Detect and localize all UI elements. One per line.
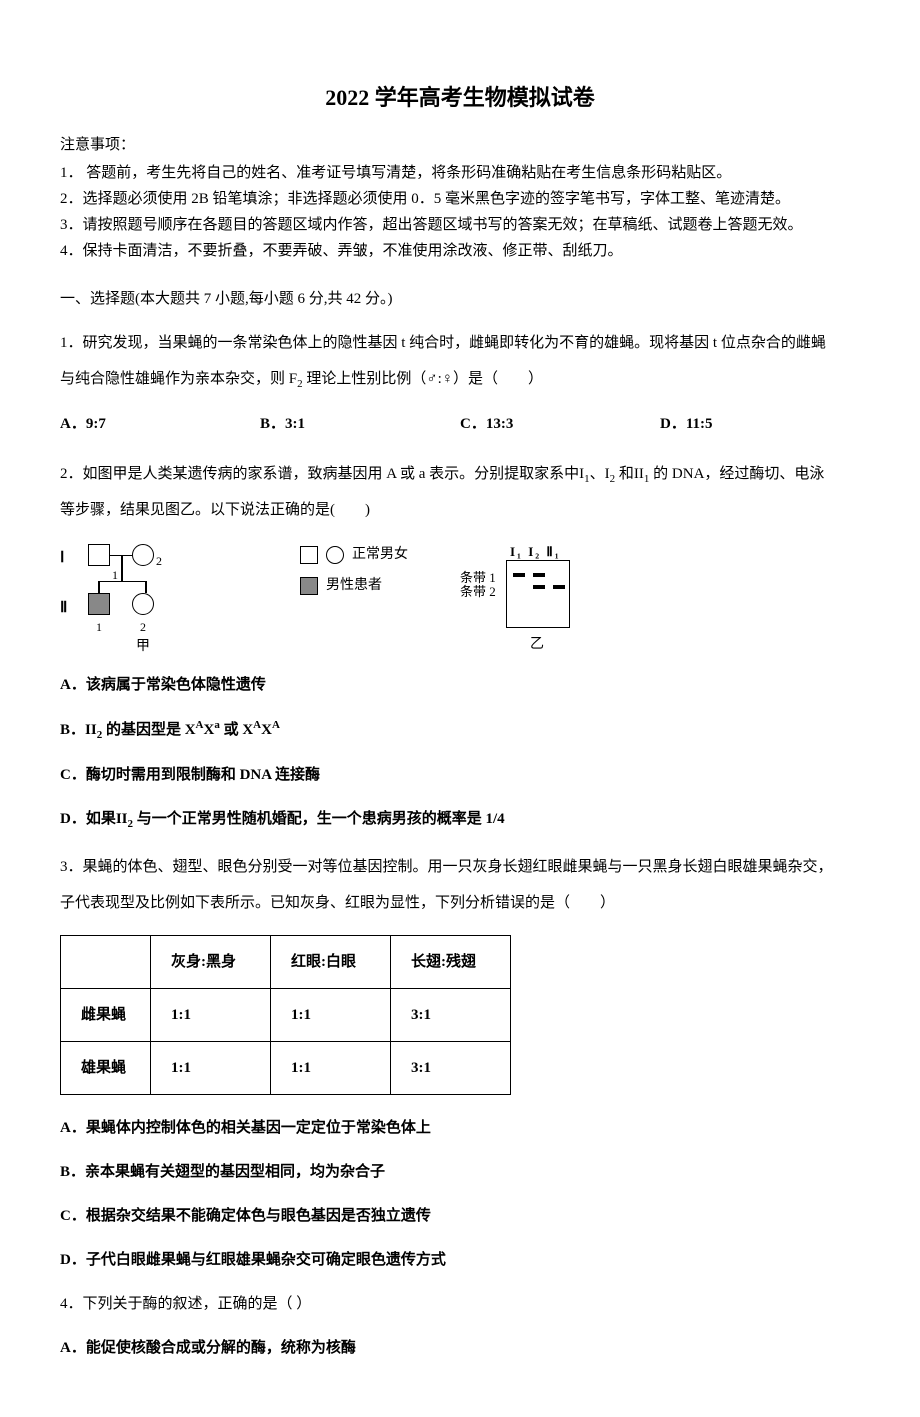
gel-diagram: I₁ I₂ Ⅱ₁ 条带 1 条带 2 乙 <box>458 542 588 652</box>
notice-3: 3．请按照题号顺序在各题目的答题区域内作答，超出答题区域书写的答案无效；在草稿纸… <box>60 213 860 237</box>
gen-2-label: Ⅱ <box>60 596 67 620</box>
q1-line-2b: 理论上性别比例（♂:♀）是（ ） <box>303 371 543 387</box>
q4-text: 4．下列关于酶的叙述，正确的是（ ） <box>60 1289 860 1319</box>
q3-table: 灰身:黑身 红眼:白眼 长翅:残翅 雌果蝇 1:1 1:1 3:1 雄果蝇 1:… <box>60 935 511 1095</box>
q1-opt-b: B．3:1 <box>260 412 460 436</box>
q2b-pre: B．II <box>60 722 97 738</box>
q3-opt-b: B．亲本果蝇有关翅型的基因型相同，均为杂合子 <box>60 1157 860 1187</box>
td-female: 雌果蝇 <box>61 988 151 1041</box>
gel-box <box>506 560 570 628</box>
pedigree-v3 <box>145 581 147 593</box>
q2-l1-c: 和II <box>615 466 644 482</box>
q2-opt-a: A．该病属于常染色体隐性遗传 <box>60 670 860 700</box>
q2-opt-b: B．II2 的基因型是 XAXa 或 XAXA <box>60 714 860 746</box>
q2-l1-a: 2．如图甲是人类某遗传病的家系谱，致病基因用 A 或 a 表示。分别提取家系中I <box>60 466 584 482</box>
notice-2: 2．选择题必须使用 2B 铅笔填涂；非选择题必须使用 0．5 毫米黑色字迹的签字… <box>60 187 860 211</box>
gen-1-label: Ⅰ <box>60 546 64 570</box>
legend-patient-text: 男性患者 <box>326 573 382 600</box>
q2b-mid: 的基因型是 X <box>102 722 195 738</box>
th-wing: 长翅:残翅 <box>391 935 511 988</box>
q2d-pre: D．如果II <box>60 811 128 827</box>
q2-opt-d: D．如果II2 与一个正常男性随机婚配，生一个患病男孩的概率是 1/4 <box>60 804 860 835</box>
td: 3:1 <box>391 1041 511 1094</box>
pedigree-ii1-num: 1 <box>96 618 102 637</box>
pedigree-h1 <box>98 581 146 583</box>
notice-4: 4．保持卡面清洁，不要折叠，不要弄破、弄皱，不准使用涂改液、修正带、刮纸刀。 <box>60 239 860 263</box>
legend-patient: 男性患者 <box>300 573 408 600</box>
td: 1:1 <box>151 988 271 1041</box>
gel-band-1-2 <box>533 573 545 577</box>
q3-opt-a: A．果蝇体内控制体色的相关基因一定定位于常染色体上 <box>60 1113 860 1143</box>
th-eye: 红眼:白眼 <box>271 935 391 988</box>
pedigree-ii2-num: 2 <box>140 618 146 637</box>
q3-l2: 子代表现型及比例如下表所示。已知灰身、红眼为显性，下列分析错误的是（ ） <box>60 895 615 911</box>
pedigree-ii-female <box>132 593 154 615</box>
pedigree-diagram: Ⅰ Ⅱ 1 2 1 2 甲 <box>60 542 250 652</box>
q1-line-1: 1．研究发现，当果蝇的一条常染色体上的隐性基因 t 纯合时，雌蝇即转化为不育的雄… <box>60 335 826 351</box>
pedigree-ii-male-patient <box>88 593 110 615</box>
q2-opt-c: C．酶切时需用到限制酶和 DNA 连接酶 <box>60 760 860 790</box>
q2b-m2: X <box>203 722 214 738</box>
gel-caption: 乙 <box>530 634 544 656</box>
q1-text: 1．研究发现，当果蝇的一条常染色体上的隐性基因 t 纯合时，雌蝇即转化为不育的雄… <box>60 325 860 397</box>
page-title: 2022 学年高考生物模拟试卷 <box>60 80 860 115</box>
q3-opt-c: C．根据杂交结果不能确定体色与眼色基因是否独立遗传 <box>60 1201 860 1231</box>
td-male: 雄果蝇 <box>61 1041 151 1094</box>
legend-square-icon <box>300 546 318 564</box>
q1-opt-c: C．13:3 <box>460 412 660 436</box>
q2-text: 2．如图甲是人类某遗传病的家系谱，致病基因用 A 或 a 表示。分别提取家系中I… <box>60 456 860 528</box>
q3-text: 3．果蝇的体色、翅型、眼色分别受一对等位基因控制。用一只灰身长翅红眼雌果蝇与一只… <box>60 849 860 921</box>
q3-l1: 3．果蝇的体色、翅型、眼色分别受一对等位基因控制。用一只灰身长翅红眼雌果蝇与一只… <box>60 859 833 875</box>
q2-l1-b: 、I <box>590 466 610 482</box>
pedigree-legend: 正常男女 男性患者 <box>300 542 408 603</box>
table-row: 雌果蝇 1:1 1:1 3:1 <box>61 988 511 1041</box>
td: 1:1 <box>271 988 391 1041</box>
q2-l1-d: 的 DNA，经过酶切、电泳 <box>649 466 824 482</box>
q4-opt-a: A．能促使核酸合成或分解的酶，统称为核酶 <box>60 1333 860 1363</box>
table-row: 雄果蝇 1:1 1:1 3:1 <box>61 1041 511 1094</box>
q1-opt-a: A．9:7 <box>60 412 260 436</box>
notice-1: 1． 答题前，考生先将自己的姓名、准考证号填写清楚，将条形码准确粘贴在考生信息条… <box>60 161 860 185</box>
pedigree-v1 <box>121 555 123 581</box>
gel-band-1-1 <box>513 573 525 577</box>
q2b-s3: A <box>253 719 261 731</box>
gel-band-2-2 <box>533 585 545 589</box>
pedigree-i-female <box>132 544 154 566</box>
gel-row2-label: 条带 2 <box>460 582 496 603</box>
th-blank <box>61 935 151 988</box>
pedigree-i-male <box>88 544 110 566</box>
td: 1:1 <box>271 1041 391 1094</box>
legend-filled-square-icon <box>300 577 318 595</box>
q1-line-2a: 与纯合隐性雄蝇作为亲本杂交，则 F <box>60 371 297 387</box>
legend-normal-text: 正常男女 <box>352 542 408 569</box>
legend-circle-icon <box>326 546 344 564</box>
pedigree-v2 <box>98 581 100 593</box>
q2d-tail: 与一个正常男性随机婚配，生一个患病男孩的概率是 1/4 <box>133 811 505 827</box>
q1-opt-d: D．11:5 <box>660 412 860 436</box>
notice-header: 注意事项： <box>60 133 860 157</box>
td: 1:1 <box>151 1041 271 1094</box>
q2b-or: 或 X <box>220 722 253 738</box>
th-body: 灰身:黑身 <box>151 935 271 988</box>
legend-normal: 正常男女 <box>300 542 408 569</box>
q2b-m3: X <box>261 722 272 738</box>
table-row: 灰身:黑身 红眼:白眼 长翅:残翅 <box>61 935 511 988</box>
q2b-s4: A <box>272 719 280 731</box>
gel-band-2-3 <box>553 585 565 589</box>
q2-l2: 等步骤，结果见图乙。以下说法正确的是( ) <box>60 502 370 518</box>
q1-options: A．9:7 B．3:1 C．13:3 D．11:5 <box>60 412 860 436</box>
q3-opt-d: D．子代白眼雌果蝇与红眼雄果蝇杂交可确定眼色遗传方式 <box>60 1245 860 1275</box>
pedigree-caption: 甲 <box>136 636 150 658</box>
td: 3:1 <box>391 988 511 1041</box>
pedigree-i2-num: 2 <box>156 552 162 571</box>
q2-figure-row: Ⅰ Ⅱ 1 2 1 2 甲 正常男女 男性患者 I₁ I₂ Ⅱ₁ <box>60 542 860 652</box>
section-1-header: 一、选择题(本大题共 7 小题,每小题 6 分,共 42 分。) <box>60 287 860 311</box>
